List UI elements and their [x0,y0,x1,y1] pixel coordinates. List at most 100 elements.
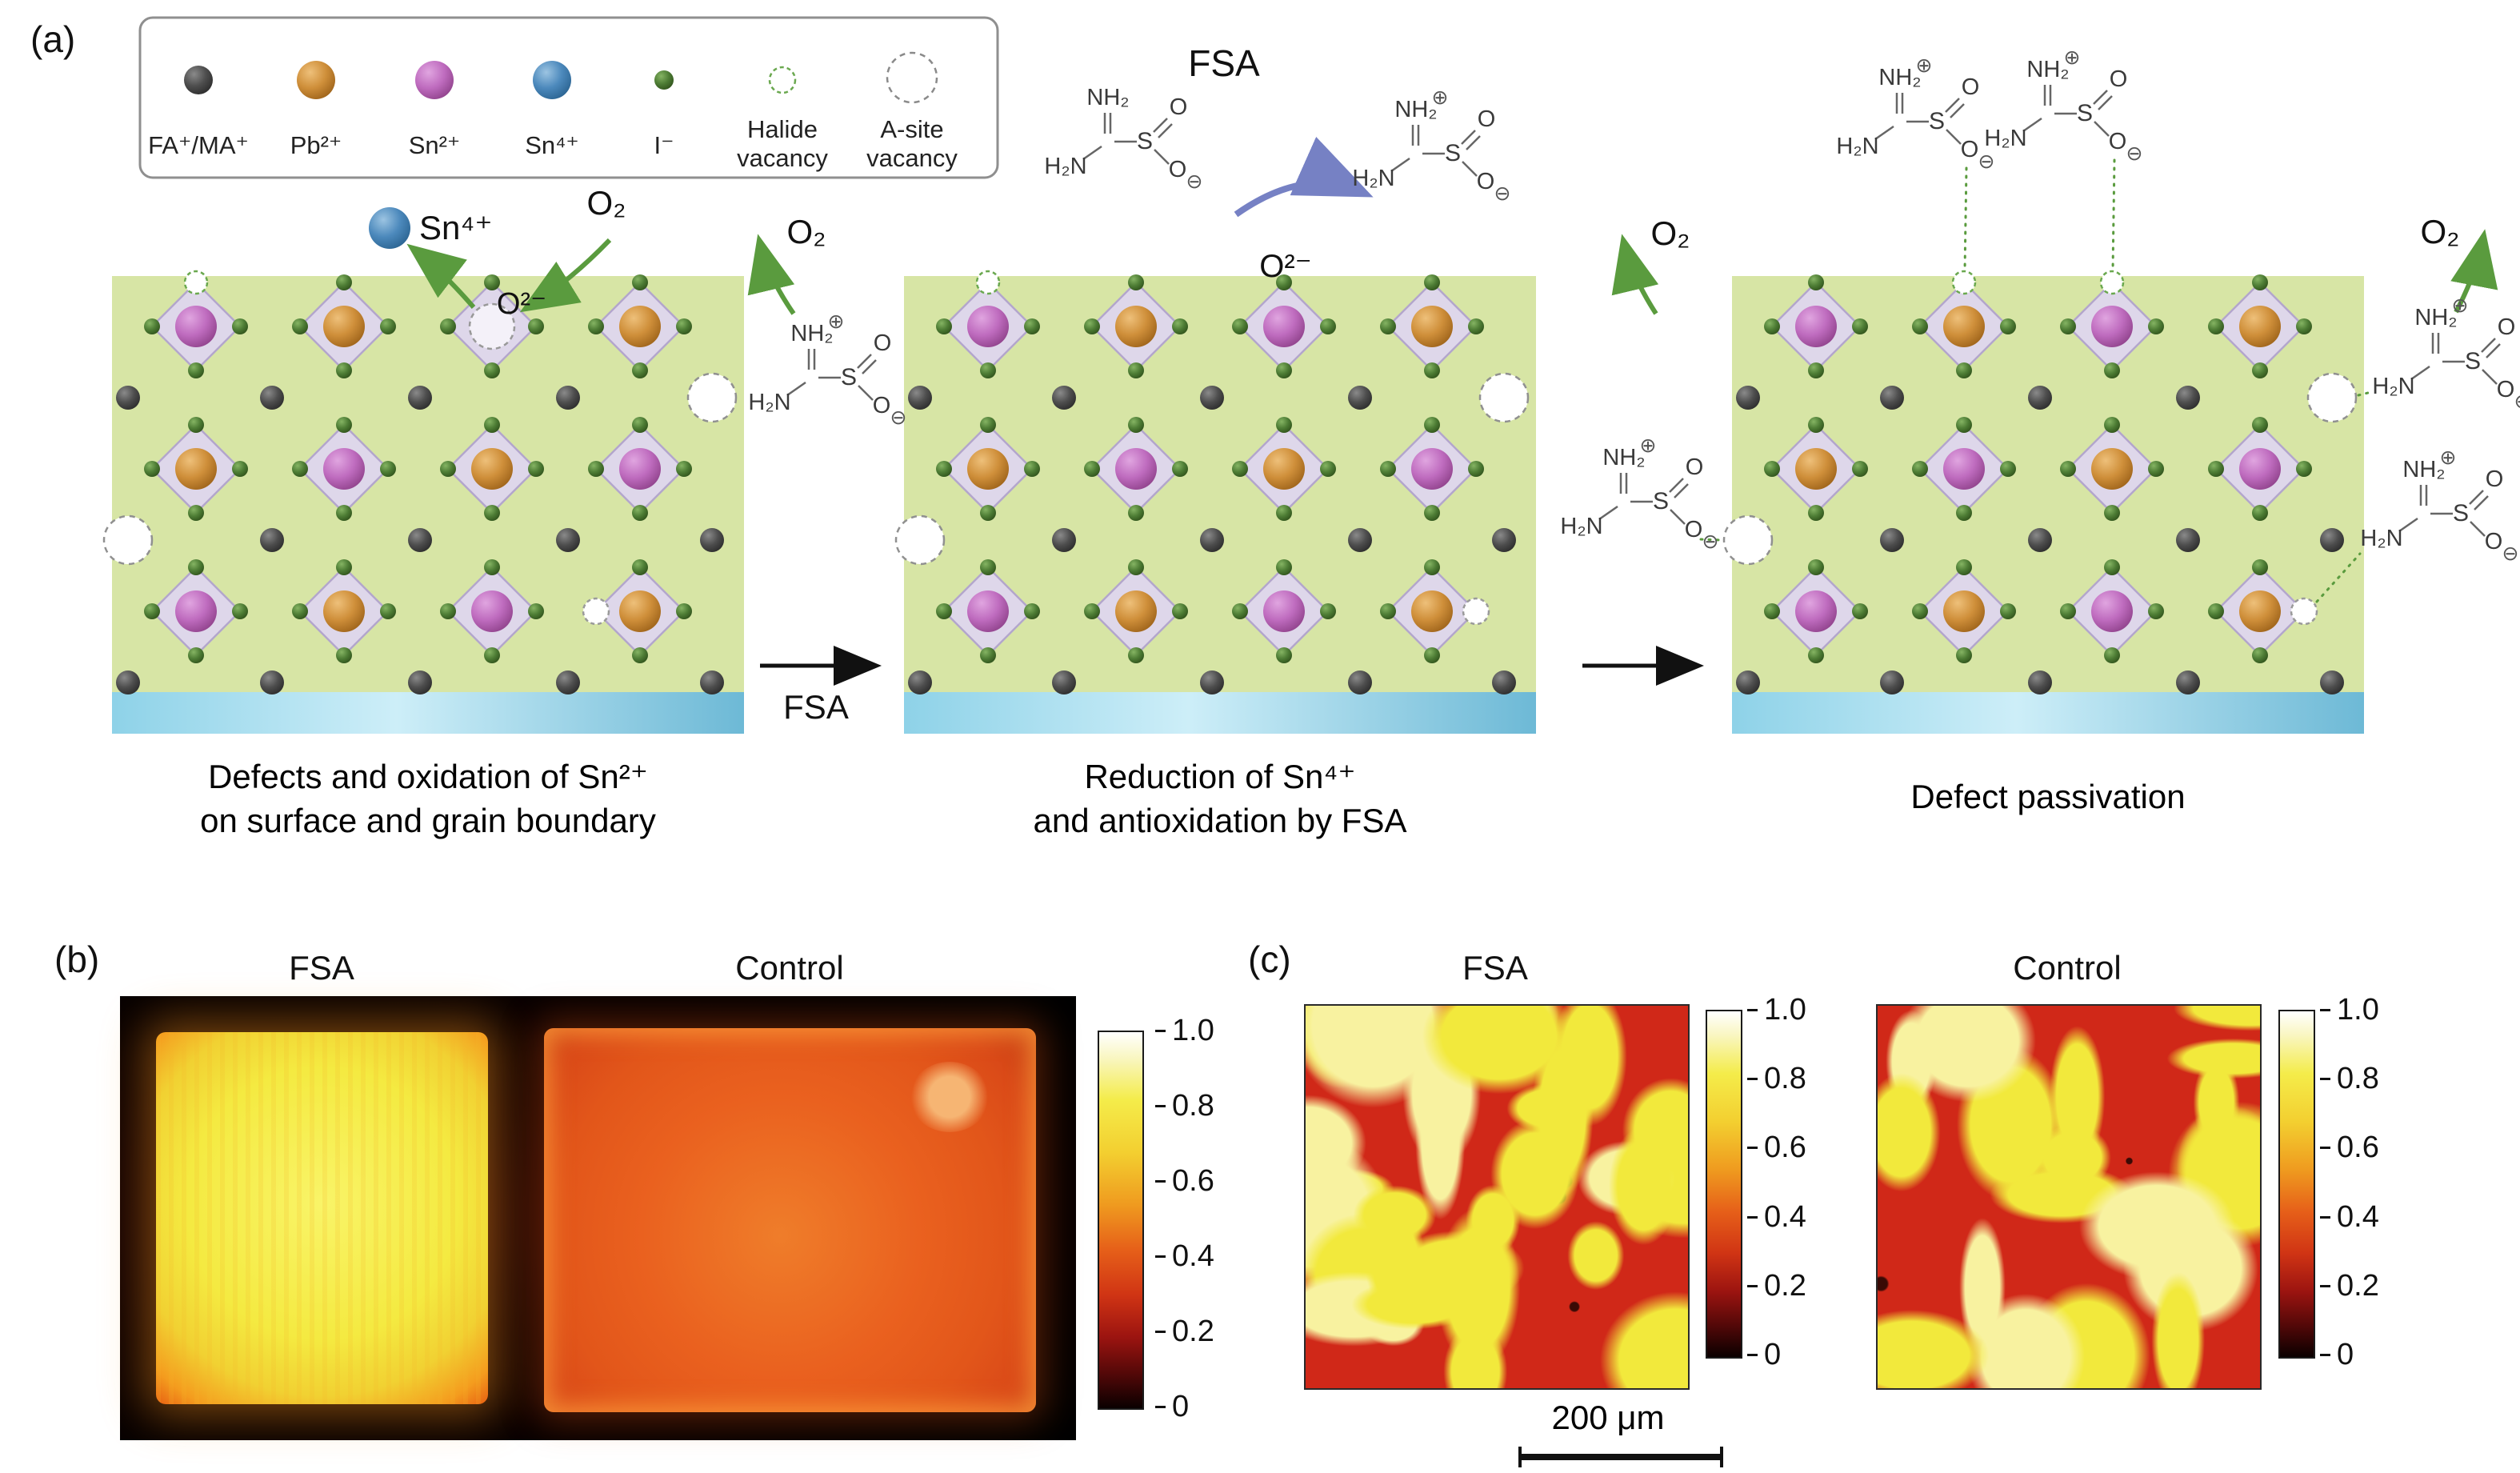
iodide-ion [1764,318,1780,334]
iodide-ion [1128,417,1144,433]
halide-vacancy [1951,270,1977,295]
legend-label: FA⁺/MA⁺ [148,131,249,159]
iodide-ion [1172,603,1188,619]
iodide-ion [336,362,352,378]
molecule-atom-label: NH₂ [2414,305,2457,330]
iodide-ion [1424,274,1440,290]
molecule-atom-label: NH₂ [1878,65,1921,90]
halide-vacancy [183,270,209,295]
halide-vacancy [2290,597,2318,626]
molecule-atom-label: ⊕ [1432,86,1449,109]
panel-a-schematic: FA⁺/MA⁺ Pb²⁺ Sn²⁺ Sn⁴⁺ I⁻ Halide vacancy… [102,16,2520,839]
colorbar-tick: 0.6 [1747,1131,1806,1166]
sn2-ion [1943,448,1985,490]
iodide-ion [632,274,648,290]
molecule-atom-label: ⊕ [828,310,845,333]
a-site-vacancy [2306,372,2358,423]
iodide-ion [2252,505,2268,521]
a-site-vacancy [1478,372,1530,423]
a-site-cation [908,670,932,694]
molecule-atom-label: O [1170,94,1188,120]
iodide-ion [336,274,352,290]
o2-escape-arrow [2450,229,2498,314]
iodide-ion [1084,318,1100,334]
molecule-atom-label: S [1137,128,1153,154]
colorbar-tick: 0.2 [1747,1269,1806,1304]
legend-label: Pb²⁺ [290,131,342,159]
colorbar-tick: 0.6 [1155,1163,1214,1199]
sn2-ion [175,590,217,632]
pb-ion [1115,590,1157,632]
iodide-ion [2148,461,2164,477]
panel-c-control-title: Control [2013,949,2122,987]
iodide-ion [676,318,692,334]
pb-ion [323,306,365,347]
sn2-ion [323,448,365,490]
iodide-ion [2252,559,2268,575]
molecule-atom-label: S [1445,140,1461,166]
iodide-ion [2104,417,2120,433]
a-site-cation [408,670,432,694]
iodide-ion [1128,362,1144,378]
substrate [904,692,1536,734]
molecule-atom-label: O [2498,314,2516,340]
colorbar-c-fsa-ticks: 1.0 0.8 0.6 0.4 0.2 0 [1747,992,1806,1373]
iodide-ion [528,318,544,334]
iodide-ion [1276,417,1292,433]
iodide-ion [188,647,204,663]
legend-label: vacancy [866,144,958,172]
molecule-atom-label: ⊖ [2126,142,2143,165]
colorbar-tick: 0.8 [1155,1088,1214,1123]
sn2-ion [471,590,513,632]
lattice-panel-2 [894,270,1536,734]
a-site-cation [408,386,432,410]
a-site-cation [2176,528,2200,552]
pb-ion [1411,306,1453,347]
molecule-atom-label: O [2486,466,2504,492]
pb-ion [619,306,661,347]
sn2-ion [1263,590,1305,632]
pb-ion [2239,306,2281,347]
iodide-ion [1232,603,1248,619]
iodide-ion [1808,362,1824,378]
molecule-atom-label: S [2077,100,2093,126]
iodide-ion [1956,362,1972,378]
iodide-ion [440,461,456,477]
iodide-ion [188,505,204,521]
colorbar-b-ticks: 1.0 0.8 0.6 0.4 0.2 0 [1155,1013,1214,1424]
substrate [112,692,744,734]
iodide-ion [1276,362,1292,378]
o2-in-arrow [519,238,612,313]
pb-ion [967,448,1009,490]
iodide-ion [188,417,204,433]
iodide-ion [1956,559,1972,575]
iodide-ion [1276,647,1292,663]
sn4-escape-arrow [406,243,476,309]
iodide-ion [1808,647,1824,663]
molecule-atom-label: S [841,364,857,390]
pb-ion [1795,448,1837,490]
pb-ion [1411,590,1453,632]
molecule-atom-label: NH₂ [1602,445,1645,470]
iodide-ion [1424,417,1440,433]
iodide-ion [1424,505,1440,521]
sn2-ion [619,448,661,490]
colorbar-tick: 0 [1155,1389,1214,1424]
molecule-atom-label: ⊕ [2440,446,2457,469]
fsa-film-image [156,1032,488,1404]
iodide-ion [632,559,648,575]
sn2-ion [2239,448,2281,490]
a-site-cation [1348,528,1372,552]
molecule-atom-label: S [1929,108,1945,134]
halide-vacancy [975,270,1001,295]
molecule-atom-label: H₂N [1984,126,2026,151]
molecule-atom-label: H₂N [1560,514,1602,539]
iodide-ion [292,603,308,619]
iodide-ion [1276,559,1292,575]
iodide-ion [2148,603,2164,619]
iodide-ion [980,647,996,663]
